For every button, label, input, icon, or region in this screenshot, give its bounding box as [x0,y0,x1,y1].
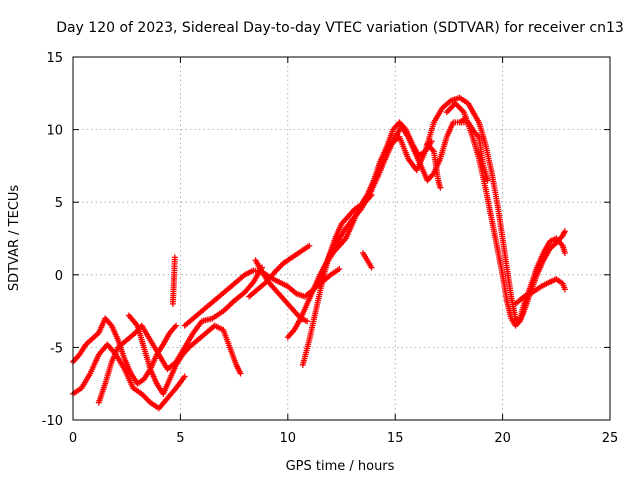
data-point [306,242,313,249]
chart-title: Day 120 of 2023, Sidereal Day-to-day VTE… [56,20,624,36]
data-point [368,264,375,271]
series-track-d [125,312,244,397]
series-track-o [512,276,568,307]
data-point [171,254,178,261]
data-point [561,286,568,293]
x-tick-label: 25 [602,431,619,446]
y-axis-label: SDTVAR / TECUs [7,185,22,292]
y-tick-label: 5 [55,196,63,211]
data-point [181,373,188,380]
x-tick-label: 15 [387,431,404,446]
x-tick-label: 10 [280,431,297,446]
series-track-q [359,250,375,271]
x-tick-label: 20 [494,431,511,446]
x-axis-label: GPS time / hours [286,459,395,474]
y-tick-label: -5 [50,341,63,356]
data-points [70,94,568,412]
plot-area [72,56,611,421]
series-track-e [169,254,178,307]
y-tick-label: 15 [46,51,63,66]
x-tick-label: 5 [176,431,184,446]
data-point [336,265,343,272]
series-track-a [70,315,180,387]
y-tick-label: 10 [46,124,63,139]
x-tick-label: 0 [69,431,77,446]
data-point [484,177,491,184]
data-point [561,228,568,235]
y-tick-label: -10 [42,414,63,429]
data-point [304,318,311,325]
data-point [561,250,568,257]
series-track-l [387,94,568,325]
y-tick-label: 0 [55,269,63,284]
data-point [237,370,244,377]
axis-ticks: 0 5 10 15 20 25 -10 -5 0 5 10 15 [42,51,619,446]
series-track-p [424,141,444,191]
series-track-m [443,100,568,329]
series-track-i [284,191,375,341]
data-point [437,184,444,191]
series-track-n [456,119,491,184]
data-point [173,322,180,329]
